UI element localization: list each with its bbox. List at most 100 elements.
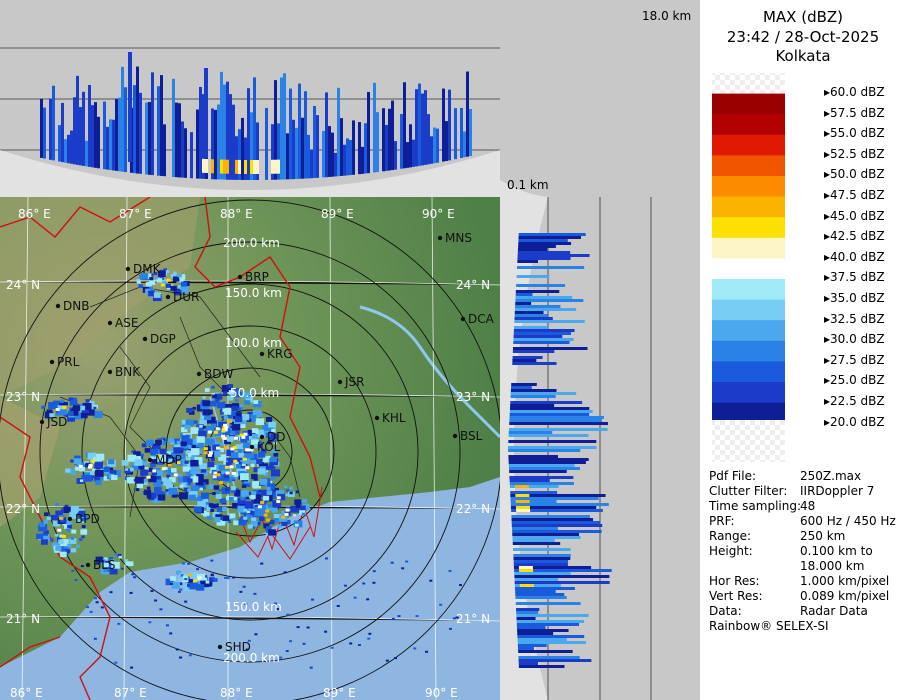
lat-label: 24° N [456,278,490,292]
echo-cell [165,270,170,273]
echo-column [49,98,52,160]
echo-cell [249,510,255,515]
echo-column [232,104,235,180]
echo-cell [250,495,256,500]
echo-cell [207,461,215,468]
echo-cell [71,569,75,572]
echo-cell [156,278,163,283]
echo-column [307,134,310,179]
city-label: DCA [468,312,495,326]
echo-row [516,623,579,626]
info-key: Time sampling: [709,499,802,513]
echo-cell [175,459,180,463]
echo-row [514,569,612,572]
echo-column [271,124,274,180]
echo-cell [180,286,189,294]
echo-cell [52,520,60,527]
echo-cell [201,502,211,510]
product-datetime: 23:42 / 28-Oct-2025 [726,28,880,46]
lon-label: 90° E [425,686,458,700]
echo-cell [236,468,241,473]
echo-cell [65,468,71,473]
echo-column [265,107,268,180]
echo-cell [292,513,297,517]
echo-column [289,88,292,180]
echo-cell [208,503,214,508]
echo-cell [73,458,82,465]
echo-cell [285,506,290,511]
echo-cell [267,440,272,445]
echo-cell [178,492,188,500]
echo-cell [149,286,153,290]
echo-cell [79,479,84,483]
echo-row [513,329,575,332]
echo-cell [167,438,175,444]
echo-cell [372,570,376,573]
echo-column [223,84,226,180]
echo-cell [73,412,83,420]
city-label: DUR [173,290,199,304]
echo-column [415,89,418,167]
echo-core [276,500,281,504]
echo-cell [103,567,109,572]
echo-cell [252,481,260,488]
echo-column [250,112,253,180]
echo-cell [271,469,280,477]
echo-cell [103,562,109,568]
echo-column [340,118,343,176]
echo-cell [172,276,180,282]
echo-cell [92,468,96,472]
echo-column [94,102,97,168]
echo-cell [301,512,305,516]
echo-core [249,448,254,452]
range-label: 150.0 km [225,600,282,614]
echo-column [391,100,394,171]
echo-row [513,548,571,551]
echo-cell [156,491,164,497]
echo-cell [223,391,228,396]
echo-cell [258,511,266,518]
echo-cell [214,429,223,437]
echo-core [274,159,277,174]
echo-cell [196,436,205,443]
echo-row [508,455,559,458]
echo-cell [198,430,207,438]
echo-column [358,122,361,175]
echo-cell [164,468,170,473]
legend-swatch [712,299,785,321]
echo-cell [150,448,159,455]
echo-cell [144,448,150,453]
info-value: 1.000 km/pixel [800,574,890,588]
lon-label: 86° E [18,207,51,221]
echo-cell [302,503,310,510]
product-title: MAX (dBZ) [762,8,844,26]
echo-column [277,123,280,180]
city-label: KRG [267,347,293,361]
echo-column [43,107,46,159]
echo-cell [187,579,193,584]
echo-cell [76,544,80,548]
echo-cell [230,411,238,417]
echo-core [187,573,192,577]
info-key: Data: [709,604,742,618]
echo-cell [66,528,70,532]
echo-cell [109,568,118,575]
echo-cell [84,472,90,478]
echo-core [233,459,238,463]
echo-core [203,447,208,451]
echo-column [337,87,340,177]
echo-cell [44,512,49,517]
range-rings [0,199,500,700]
echo-cell [244,602,248,605]
echo-cell [439,603,443,606]
echo-cell [197,501,206,508]
echo-cell [94,461,103,469]
echo-row [516,275,550,278]
echo-cell [223,385,232,391]
legend-swatch [712,258,785,280]
echo-cell [242,442,251,449]
echo-cell [284,519,291,525]
echo-row [518,665,565,668]
echo-core [215,446,220,450]
radar-echoes [36,268,463,669]
